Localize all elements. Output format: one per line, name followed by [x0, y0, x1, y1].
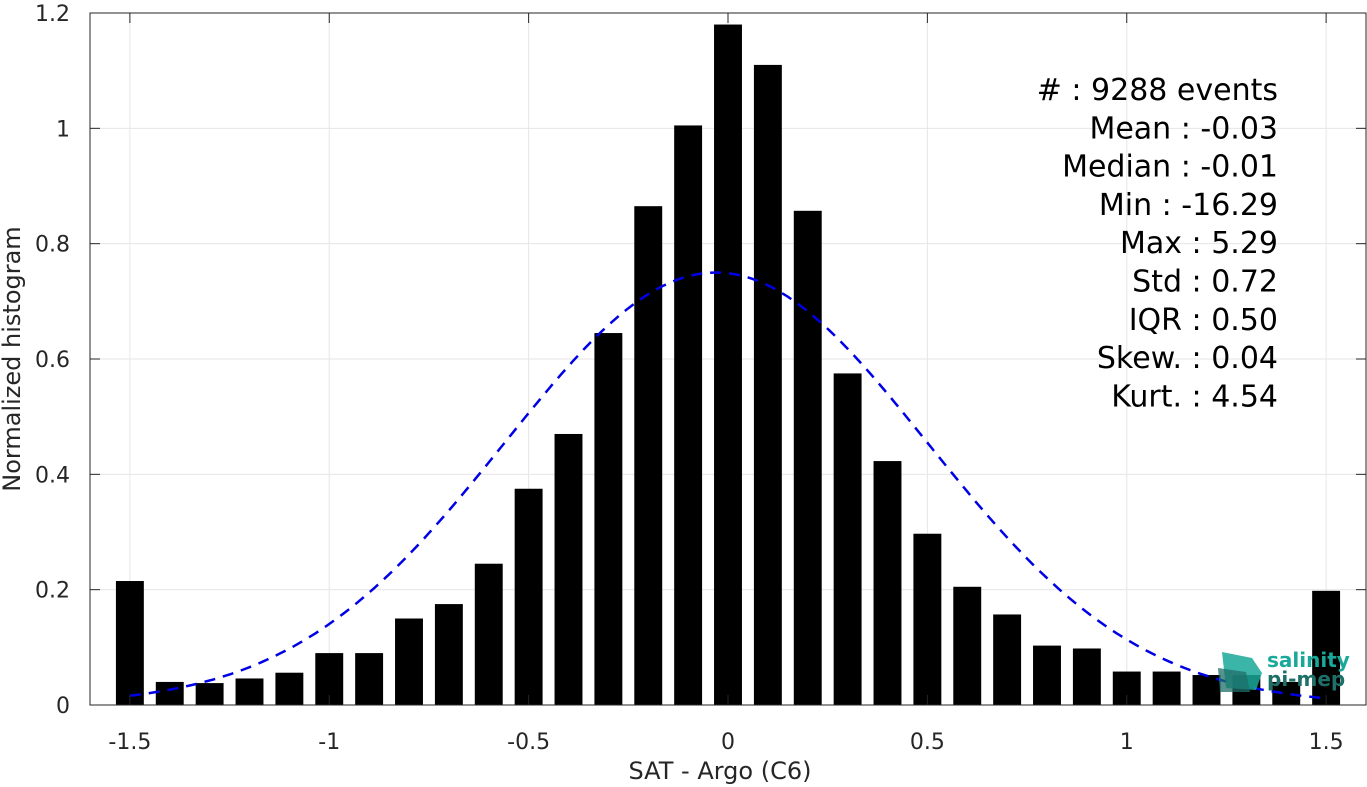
- stats-line: Min : -16.29: [1099, 188, 1278, 223]
- axis-ticks: -1.5 -1 -0.5 0 0.5 1 1.5 0 0.2 0.4 0.6 0.8 1 1.2: [35, 2, 1366, 755]
- bars: [115, 24, 1341, 706]
- x-tick-label: -1: [318, 730, 340, 755]
- stats-line: Std : 0.72: [1132, 265, 1278, 300]
- x-axis-label: SAT - Argo (C6): [629, 757, 812, 785]
- stats-line: IQR : 0.50: [1129, 303, 1278, 338]
- histogram-bar: [275, 672, 304, 705]
- histogram-bar: [594, 333, 623, 705]
- histogram-bar: [913, 533, 942, 705]
- x-tick-label: -0.5: [507, 730, 550, 755]
- histogram-bar: [993, 614, 1022, 705]
- stats-line: Kurt. : 4.54: [1111, 379, 1278, 414]
- stats-line: # : 9288 events: [1037, 73, 1278, 108]
- histogram-bar: [1033, 645, 1061, 705]
- histogram-bar: [793, 210, 822, 705]
- y-tick-label: 0.8: [35, 233, 70, 258]
- y-tick-label: 0.2: [35, 579, 70, 604]
- stats-line: Max : 5.29: [1120, 226, 1278, 261]
- histogram-bar: [1072, 648, 1101, 705]
- histogram-bar: [195, 683, 224, 705]
- histogram-bar: [953, 586, 982, 705]
- logo-glyph-shade-icon: [1218, 668, 1250, 692]
- histogram-bar: [235, 678, 264, 705]
- histogram-bar: [514, 488, 543, 705]
- y-tick-label: 0.6: [35, 348, 70, 373]
- y-tick-label: 0.4: [35, 463, 70, 488]
- histogram-bar: [355, 653, 384, 705]
- y-tick-label: 1: [56, 117, 70, 142]
- stats-line: Median : -0.01: [1062, 150, 1278, 185]
- histogram-bar: [833, 373, 862, 705]
- y-tick-label: 1.2: [35, 2, 70, 27]
- histogram-bar: [1312, 590, 1341, 705]
- histogram-bar: [674, 125, 703, 705]
- stats-line: Mean : -0.03: [1089, 111, 1278, 146]
- histogram-bar: [434, 604, 463, 705]
- logo-line1: salinity: [1267, 648, 1350, 672]
- gaussian-fit-curve: [129, 271, 1327, 700]
- histogram-bar: [395, 618, 423, 705]
- x-tick-label: -1.5: [108, 730, 151, 755]
- x-tick-label: 0.5: [910, 730, 945, 755]
- histogram-bar: [155, 681, 184, 705]
- logo-line2: pi-mep: [1267, 667, 1345, 691]
- x-tick-label: 0: [721, 730, 735, 755]
- histogram-bar: [1192, 675, 1221, 705]
- x-tick-label: 1: [1120, 730, 1134, 755]
- histogram-bar: [873, 461, 902, 705]
- histogram-bar: [115, 581, 144, 705]
- x-tick-label: 1.5: [1309, 730, 1344, 755]
- histogram-bar: [634, 206, 663, 705]
- histogram-bar: [753, 64, 782, 705]
- histogram-bar: [554, 433, 583, 705]
- histogram-bar: [1272, 681, 1301, 705]
- salinity-pi-mep-logo: salinity pi-mep: [1218, 648, 1350, 692]
- y-tick-label: 0: [56, 694, 70, 719]
- histogram-bar: [714, 24, 742, 706]
- stats-line: Skew. : 0.04: [1097, 341, 1278, 376]
- histogram-bar: [474, 563, 503, 705]
- histogram-bar: [1152, 671, 1181, 705]
- y-axis-label: Normalized histogram: [0, 226, 26, 491]
